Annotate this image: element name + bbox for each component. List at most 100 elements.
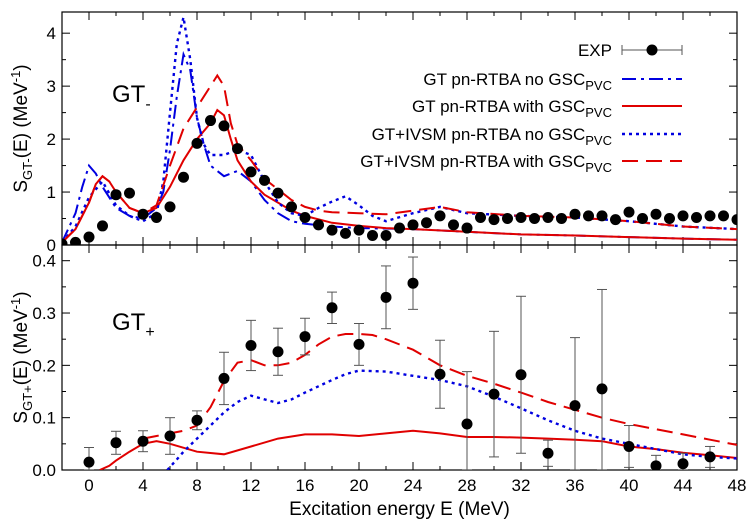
x-tick-label: 28	[458, 476, 477, 495]
exp-point	[218, 120, 230, 132]
legend-label: EXP	[578, 41, 612, 60]
exp-point	[299, 331, 311, 343]
y-tick-label: 4	[47, 24, 56, 43]
y-tick-label: 1	[47, 183, 56, 202]
exp-point	[529, 213, 540, 225]
series-line-solid	[99, 429, 737, 470]
exp-point	[421, 217, 432, 229]
exp-point	[83, 456, 95, 468]
exp-point	[83, 231, 95, 243]
exp-point	[650, 460, 662, 470]
exp-point	[677, 210, 689, 222]
exp-point	[461, 222, 473, 234]
legend-label: GT+IVSM pn-RTBA with GSCPVC	[360, 152, 612, 175]
exp-point	[583, 210, 594, 222]
exp-point	[515, 369, 527, 381]
exp-point	[596, 210, 608, 222]
y-tick-label: 0.0	[32, 461, 56, 480]
exp-point	[488, 214, 500, 226]
exp-point	[623, 440, 635, 452]
x-tick-label: 32	[512, 476, 531, 495]
exp-point	[299, 211, 311, 223]
exp-point	[137, 435, 149, 447]
panel-tag: GT+	[112, 309, 155, 341]
y-tick-label: 0	[47, 236, 56, 255]
legend: EXP GT pn-RTBA no GSCPVC GT pn-RTBA with G…	[360, 41, 683, 175]
x-tick-label: 44	[674, 476, 693, 495]
y-axis-label: SGT-(E) (MeV-1)	[8, 64, 35, 192]
exp-point	[110, 189, 122, 201]
exp-point	[326, 224, 338, 236]
exp-point	[596, 383, 608, 395]
y-tick-label: 3	[47, 77, 56, 96]
exp-point	[691, 211, 702, 223]
exp-point	[272, 187, 284, 199]
exp-point	[718, 210, 729, 222]
exp-point	[515, 211, 527, 223]
y-tick-label: 0.1	[32, 409, 56, 428]
x-tick-label: 0	[84, 476, 93, 495]
exp-point	[110, 437, 122, 449]
plot-area	[62, 17, 737, 245]
exp-point	[434, 368, 446, 380]
exp-point	[272, 346, 284, 358]
exp-point	[218, 372, 230, 384]
series-line-dashed	[142, 333, 737, 446]
exp-point	[70, 236, 81, 245]
exp-point	[245, 339, 257, 351]
panel-tag: GT-	[112, 81, 151, 113]
y-tick-label: 0.3	[32, 304, 56, 323]
exp-point	[475, 211, 486, 223]
y-tick-label: 2	[47, 130, 56, 149]
exp-point	[191, 137, 203, 149]
x-axis-label: Excitation energy E (MeV)	[289, 499, 510, 520]
exp-point	[353, 224, 365, 236]
x-tick-label: 24	[404, 476, 423, 495]
x-tick-label: 40	[620, 476, 639, 495]
exp-point	[151, 211, 162, 223]
exp-point	[164, 430, 176, 442]
exp-point	[313, 219, 324, 231]
exp-point	[542, 211, 554, 223]
panel-gt-plus: 0.0 0.1 0.2 0.3 0.4 SGT+(E) (MeV-1) GT+	[8, 244, 738, 480]
y-tick-label: 0.4	[32, 252, 56, 271]
exp-point	[340, 227, 351, 239]
exp-point	[542, 447, 554, 459]
y-axis-label: SGT+(E) (MeV-1)	[8, 291, 35, 423]
x-tick-label: 12	[242, 476, 261, 495]
exp-point	[731, 214, 737, 226]
legend-label: GT pn-RTBA no GSCPVC	[423, 70, 612, 93]
exp-point	[488, 388, 500, 400]
exp-point	[650, 208, 662, 220]
plot-area	[83, 256, 737, 470]
x-tick-label: 48	[728, 476, 747, 495]
exp-point	[124, 187, 135, 199]
exp-point	[704, 210, 716, 222]
exp-point	[326, 302, 338, 314]
series-line-dashdot	[62, 50, 737, 243]
plot-frame	[61, 244, 738, 471]
exp-point	[164, 201, 176, 213]
exp-point	[353, 338, 365, 350]
exp-point	[286, 201, 297, 213]
exp-point	[610, 214, 621, 226]
exp-point	[637, 213, 648, 225]
exp-point	[461, 418, 473, 430]
x-tick-label: 16	[296, 476, 315, 495]
exp-point	[556, 213, 567, 225]
exp-point	[502, 213, 513, 225]
exp-point	[704, 451, 716, 463]
x-tick-label: 8	[192, 476, 201, 495]
exp-point	[677, 458, 689, 470]
exp-point	[191, 414, 203, 426]
exp-point	[62, 238, 68, 245]
exp-point	[137, 208, 149, 220]
exp-point	[569, 208, 581, 220]
exp-point	[380, 291, 392, 303]
exp-point	[394, 222, 405, 234]
exp-point	[664, 213, 675, 225]
x-tick-label: 4	[138, 476, 147, 495]
exp-point	[380, 229, 392, 241]
exp-point	[178, 171, 189, 183]
